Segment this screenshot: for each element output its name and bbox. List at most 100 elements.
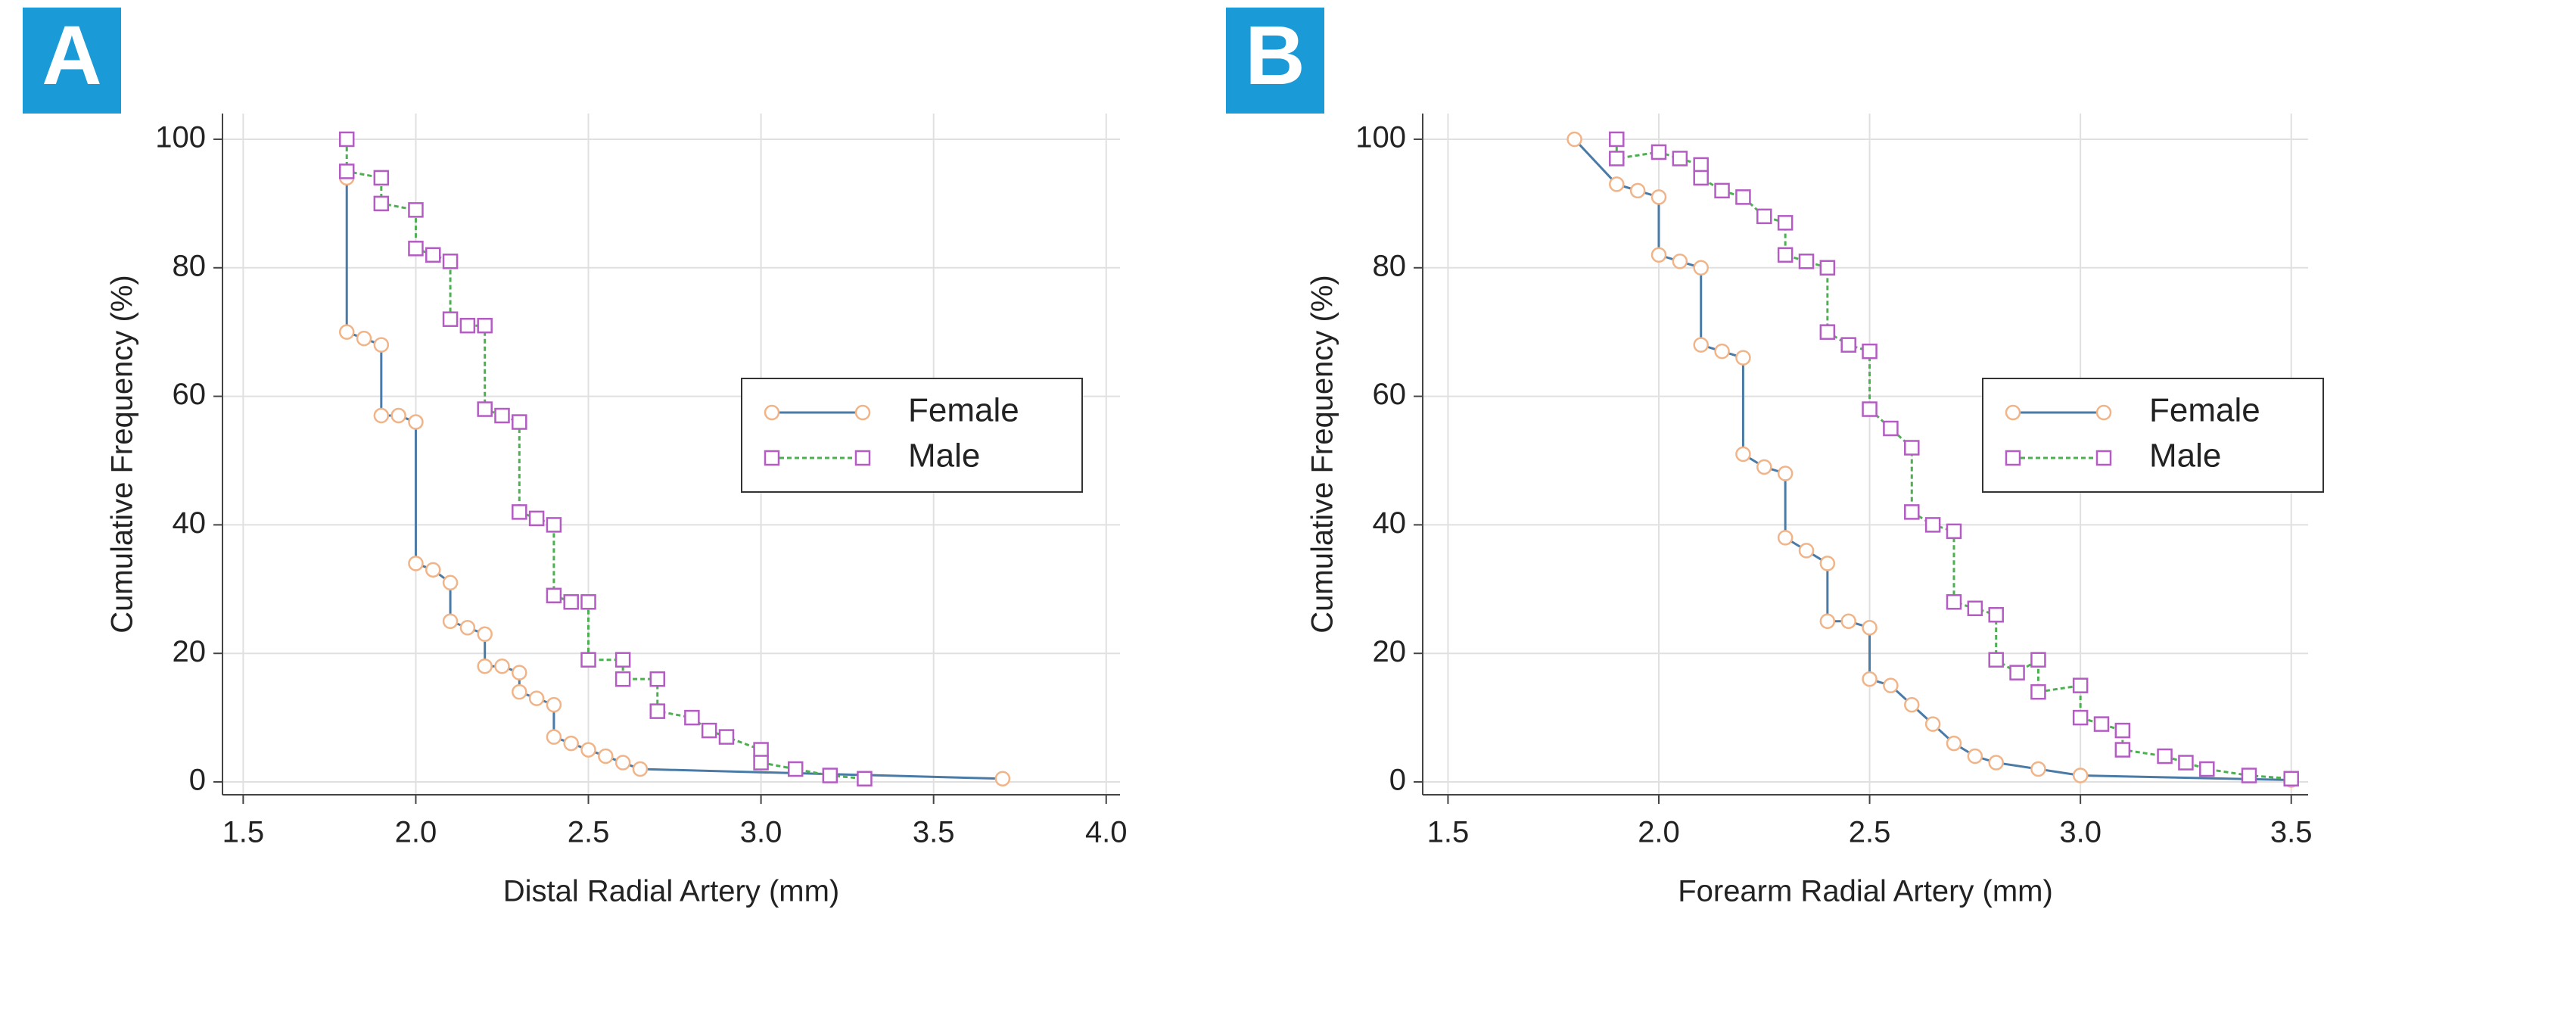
marker [442,254,459,269]
marker [1777,215,1794,231]
marker [1672,254,1688,269]
marker [1798,254,1815,269]
marker [2030,683,2046,700]
legend-marker [764,404,780,421]
marker [1777,466,1794,481]
marker [2114,722,2131,739]
marker [477,626,493,642]
marker [1862,343,1878,360]
marker [1566,131,1582,148]
marker [2030,652,2046,668]
marker [1967,600,1983,617]
marker [528,510,545,527]
panel-label: A [42,9,101,102]
marker [1883,420,1899,437]
marker [1735,350,1751,366]
marker [1904,440,1920,456]
marker [1904,696,1920,713]
x-tick-label: 1.5 [222,816,265,849]
marker [442,613,459,630]
marker [753,755,769,771]
marker [614,652,631,668]
marker [614,755,631,771]
marker [494,658,510,674]
marker [2009,665,2025,680]
marker [1650,144,1667,160]
marker [528,690,545,706]
marker [1819,260,1836,276]
y-tick-label: 0 [189,764,206,797]
panel-label-box [23,8,121,114]
x-tick-label: 2.0 [395,816,437,849]
marker [1862,619,1878,636]
marker [1946,594,1962,610]
marker [1693,157,1709,173]
marker [614,671,631,687]
marker [1862,671,1878,687]
x-tick-label: 3.0 [2059,816,2102,849]
legend-label: Male [2149,437,2221,475]
marker [1988,607,2004,623]
marker [701,722,717,739]
marker [1609,151,1625,167]
x-tick-label: 2.5 [568,816,610,849]
marker [1609,131,1625,148]
x-tick-label: 2.5 [1849,816,1891,849]
marker [546,517,562,533]
legend-label: Female [2149,392,2260,429]
x-axis-label: Distal Radial Artery (mm) [503,875,840,908]
y-tick-label: 100 [1355,121,1406,154]
x-axis-label: Forearm Radial Artery (mm) [1678,875,2053,908]
x-tick-label: 3.0 [740,816,782,849]
legend-marker [2005,450,2021,466]
marker [477,317,493,334]
marker [994,771,1011,787]
marker [1840,337,1856,353]
marker [425,247,441,263]
marker [2199,761,2215,777]
legend-marker [2005,404,2021,421]
marker [512,665,527,680]
marker [477,658,493,674]
marker [2241,768,2257,783]
marker [718,729,735,745]
marker [2283,771,2299,787]
panel-label: B [1245,9,1305,102]
marker [408,241,424,257]
y-tick-label: 80 [173,249,207,282]
marker [1819,556,1836,571]
marker [512,414,527,430]
marker [1819,613,1836,630]
x-tick-label: 2.0 [1638,816,1680,849]
marker [563,735,579,752]
marker [1840,613,1856,630]
marker [459,317,476,334]
marker [408,556,424,571]
legend-marker [2095,450,2112,466]
marker [822,768,838,783]
marker [1714,343,1730,360]
marker [338,163,355,179]
marker [338,131,355,148]
marker [390,407,406,424]
marker [857,771,873,787]
marker [512,504,527,520]
legend-marker [764,450,780,466]
marker [546,587,562,604]
panel-label-box [1226,8,1324,114]
marker [459,619,476,636]
y-tick-label: 20 [173,635,207,668]
marker [1946,735,1962,752]
y-tick-label: 60 [1373,378,1407,411]
marker [1672,151,1688,167]
marker [1735,189,1751,205]
marker [1924,716,1941,732]
marker [494,407,510,424]
marker [580,652,596,668]
y-tick-label: 100 [155,121,206,154]
marker [1756,459,1772,475]
marker [580,594,596,610]
legend-label: Male [908,437,980,475]
marker [1609,176,1625,192]
marker [632,761,649,777]
